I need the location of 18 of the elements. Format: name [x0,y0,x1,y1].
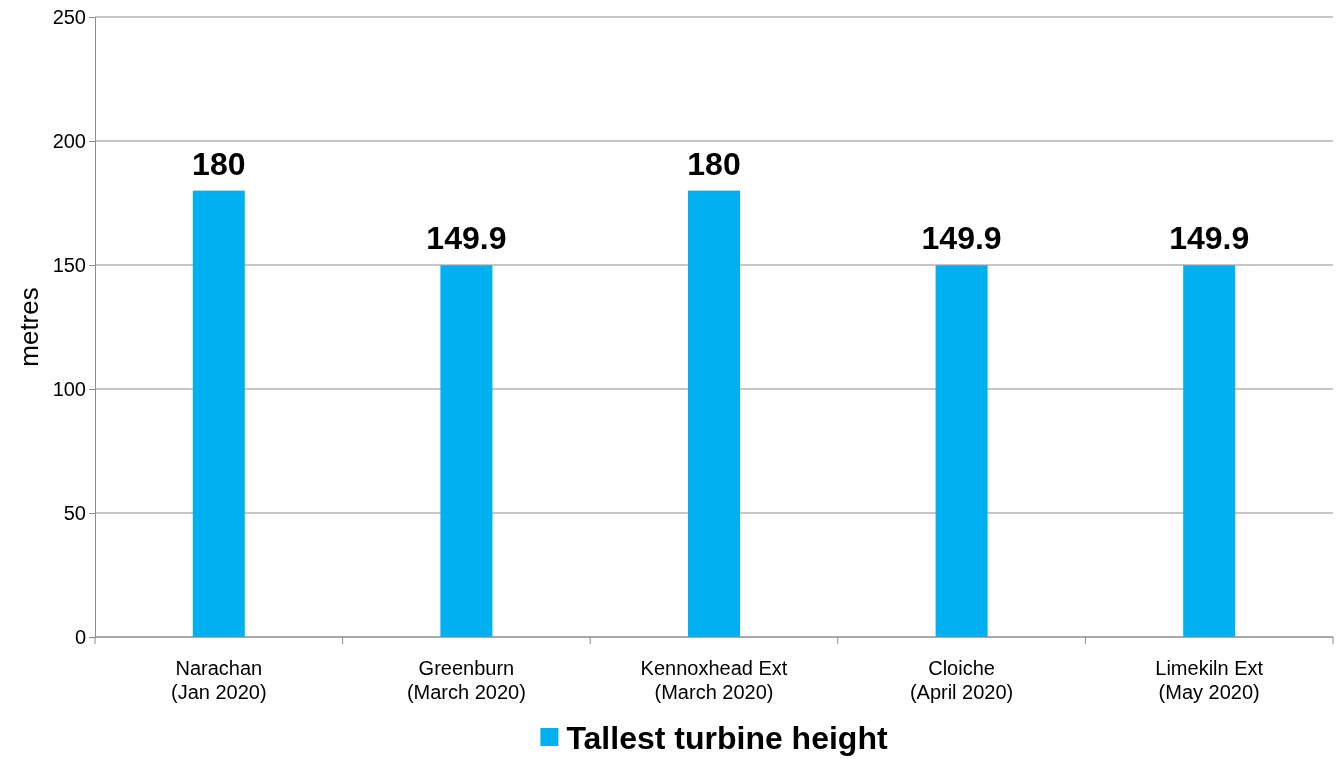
y-tick-label: 100 [52,377,86,400]
x-tick-label: Narachan (Jan 2020) [170,657,267,703]
data-label: 180 [687,145,741,182]
y-tick-label: 50 [63,501,86,524]
legend-label: Tallest turbine height [566,720,888,756]
y-tick-label: 200 [52,129,86,152]
x-tick-label: Greenburn (March 2020) [406,657,526,703]
data-label: 180 [192,145,246,182]
y-tick-label: 250 [52,5,86,28]
y-tick-label: 150 [52,253,86,276]
data-label: 149.9 [426,220,507,257]
y-tick-label: 0 [74,625,86,648]
x-tick-label: Limekiln Ext (May 2020) [1155,657,1264,703]
x-tick-label: Cloiche (April 2020) [909,657,1014,703]
data-label: 149.9 [921,220,1002,257]
data-label: 149.9 [1169,220,1250,257]
x-tick-label: Kennoxhead Ext (March 2020) [640,657,788,703]
y-axis-title: metres [14,287,44,367]
